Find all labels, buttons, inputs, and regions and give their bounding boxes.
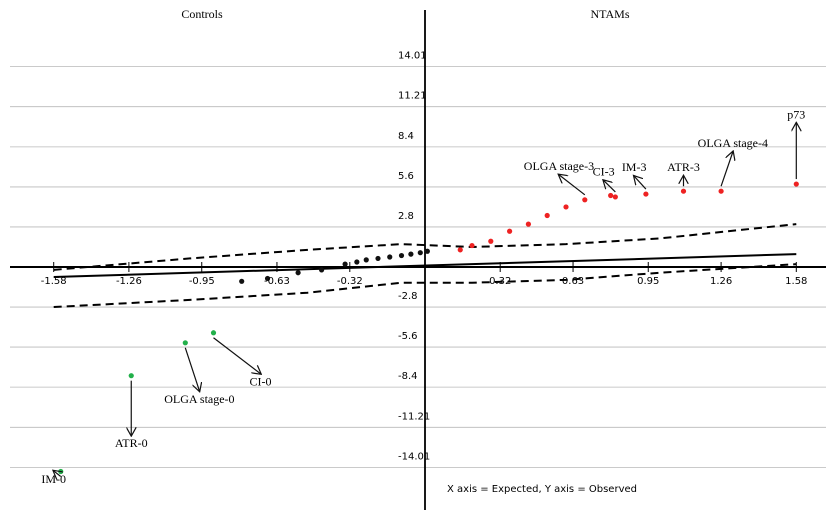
data-point [408, 251, 414, 257]
x-tick-label: 0.63 [562, 276, 584, 287]
y-tick-label: -11.21 [398, 411, 430, 422]
data-point [457, 247, 463, 253]
y-tick-label: -5.6 [398, 331, 418, 342]
data-point [608, 192, 614, 199]
x-tick-label: 0.32 [489, 276, 511, 287]
confidence-bands [53, 223, 797, 309]
annotation-arrow [184, 347, 199, 391]
axis-note: X axis = Expected, Y axis = Observed [447, 484, 637, 495]
annotation-label: CI-0 [250, 375, 272, 389]
annotation-label: IM-3 [622, 160, 647, 174]
data-point [398, 252, 405, 259]
y-tick-label: -2.8 [398, 291, 418, 302]
annotation-label: IM-0 [41, 472, 66, 486]
x-tick-label: -1.58 [41, 276, 67, 287]
confidence-band-upper [53, 223, 797, 271]
annotation-arrow [634, 176, 647, 190]
data-points [58, 181, 799, 475]
data-point [544, 212, 550, 219]
data-point [342, 261, 348, 267]
grid-lines [10, 66, 826, 468]
data-point [612, 194, 618, 200]
data-point [295, 270, 301, 276]
axes [10, 10, 826, 510]
annotation-label: CI-3 [593, 164, 615, 178]
data-point [387, 254, 393, 260]
y-tick-label: 11.21 [398, 91, 427, 102]
y-tick-label: 14.01 [398, 51, 427, 62]
data-point [582, 197, 588, 203]
x-tick-label: -0.95 [189, 276, 215, 287]
annotation-label: ATR-3 [667, 160, 700, 174]
data-point [354, 259, 360, 265]
y-tick-label: 8.4 [398, 131, 414, 142]
data-point [563, 204, 569, 210]
x-tick-label: -0.32 [337, 276, 363, 287]
x-tick-label: 1.58 [785, 276, 807, 287]
tick-labels: -1.58 -1.26 -0.95 -0.63 -0.32 0.32 0.63 0.95 1.2… [41, 51, 808, 463]
data-point [793, 181, 799, 187]
data-point [210, 330, 217, 336]
fit-line-group [53, 253, 797, 279]
annotation-arrow [559, 175, 586, 196]
annotation-arrow [604, 180, 616, 193]
data-point [469, 242, 475, 249]
data-point [363, 257, 369, 263]
confidence-band-lower [53, 263, 797, 309]
y-tick-label: 5.6 [398, 171, 414, 182]
y-tick-label: -8.4 [398, 371, 418, 382]
annotation-label: p73 [787, 107, 805, 121]
annotation-label: OLGA stage-3 [524, 159, 594, 173]
y-tick-label: 2.8 [398, 211, 414, 222]
data-point [680, 188, 687, 194]
annotation-label: OLGA stage-0 [164, 392, 234, 406]
data-point [417, 250, 423, 256]
fit-line [53, 253, 797, 279]
data-point [319, 267, 325, 273]
x-tick-label: 1.26 [710, 276, 732, 287]
data-point [182, 340, 188, 346]
panel-label-right: NTAMs [590, 7, 629, 21]
x-tick-label: -0.63 [264, 276, 290, 287]
data-point [718, 188, 724, 194]
data-point [264, 275, 271, 282]
data-point [128, 373, 134, 379]
data-point [507, 228, 513, 234]
y-tick-label: -14.01 [398, 451, 430, 462]
x-tick-label: -1.26 [116, 276, 142, 287]
data-point [488, 238, 494, 244]
annotation-label: ATR-0 [115, 436, 148, 450]
annotation-arrow [54, 471, 61, 477]
annotation-arrow [213, 337, 261, 374]
annotation-arrow [720, 152, 733, 187]
data-point [239, 278, 245, 284]
annotation-label: OLGA stage-4 [698, 136, 768, 150]
x-tick-label: 0.95 [637, 276, 659, 287]
data-point [525, 221, 532, 227]
data-point [424, 248, 430, 254]
panel-label-left: Controls [181, 7, 223, 21]
data-point [643, 191, 649, 197]
data-point [375, 255, 381, 262]
